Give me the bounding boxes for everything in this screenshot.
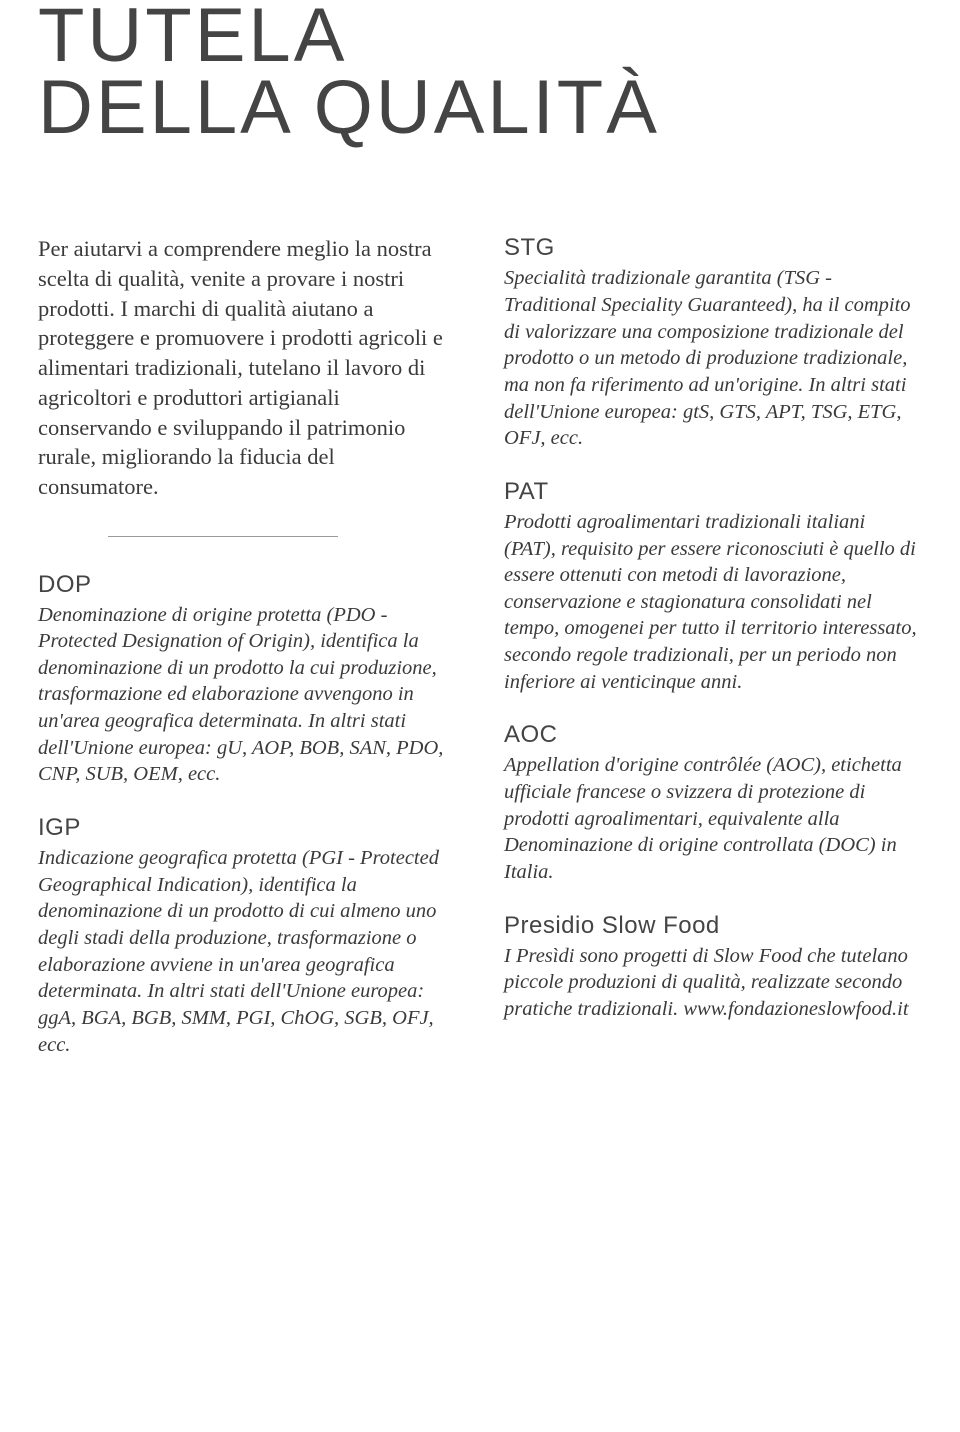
entry-title: AOC	[504, 721, 922, 749]
entry-title: STG	[504, 234, 922, 262]
title-line-2: DELLA QUALITÀ	[38, 65, 660, 150]
left-column: Per aiutarvi a comprendere meglio la nos…	[38, 234, 456, 1084]
entry-stg: STG Specialità tradizionale garantita (T…	[504, 234, 922, 451]
entry-pat: PAT Prodotti agroalimentari tradizionali…	[504, 478, 922, 695]
entry-dop: DOP Denominazione di origine protetta (P…	[38, 571, 456, 788]
entry-title: DOP	[38, 571, 456, 599]
intro-paragraph: Per aiutarvi a comprendere meglio la nos…	[38, 234, 456, 501]
entry-igp: IGP Indicazione geografica protetta (PGI…	[38, 814, 456, 1058]
section-divider	[108, 536, 338, 537]
entry-body: Denominazione di origine protetta (PDO -…	[38, 602, 456, 788]
entry-title: IGP	[38, 814, 456, 842]
entry-body: Specialità tradizionale garantita (TSG -…	[504, 265, 922, 451]
page-title: TUTELA DELLA QUALITÀ	[38, 0, 922, 144]
entry-body: Prodotti agroalimentari tradizionali ita…	[504, 509, 922, 695]
entry-aoc: AOC Appellation d'origine contrôlée (AOC…	[504, 721, 922, 885]
entry-presidio: Presidio Slow Food I Presìdi sono proget…	[504, 912, 922, 1023]
divider-wrap	[38, 536, 456, 537]
entry-body: Indicazione geografica protetta (PGI - P…	[38, 845, 456, 1058]
entry-body: Appellation d'origine contrôlée (AOC), e…	[504, 752, 922, 885]
content-columns: Per aiutarvi a comprendere meglio la nos…	[38, 234, 922, 1084]
entry-title: Presidio Slow Food	[504, 912, 922, 940]
entry-body: I Presìdi sono progetti di Slow Food che…	[504, 943, 922, 1023]
entry-title: PAT	[504, 478, 922, 506]
right-column: STG Specialità tradizionale garantita (T…	[504, 234, 922, 1084]
